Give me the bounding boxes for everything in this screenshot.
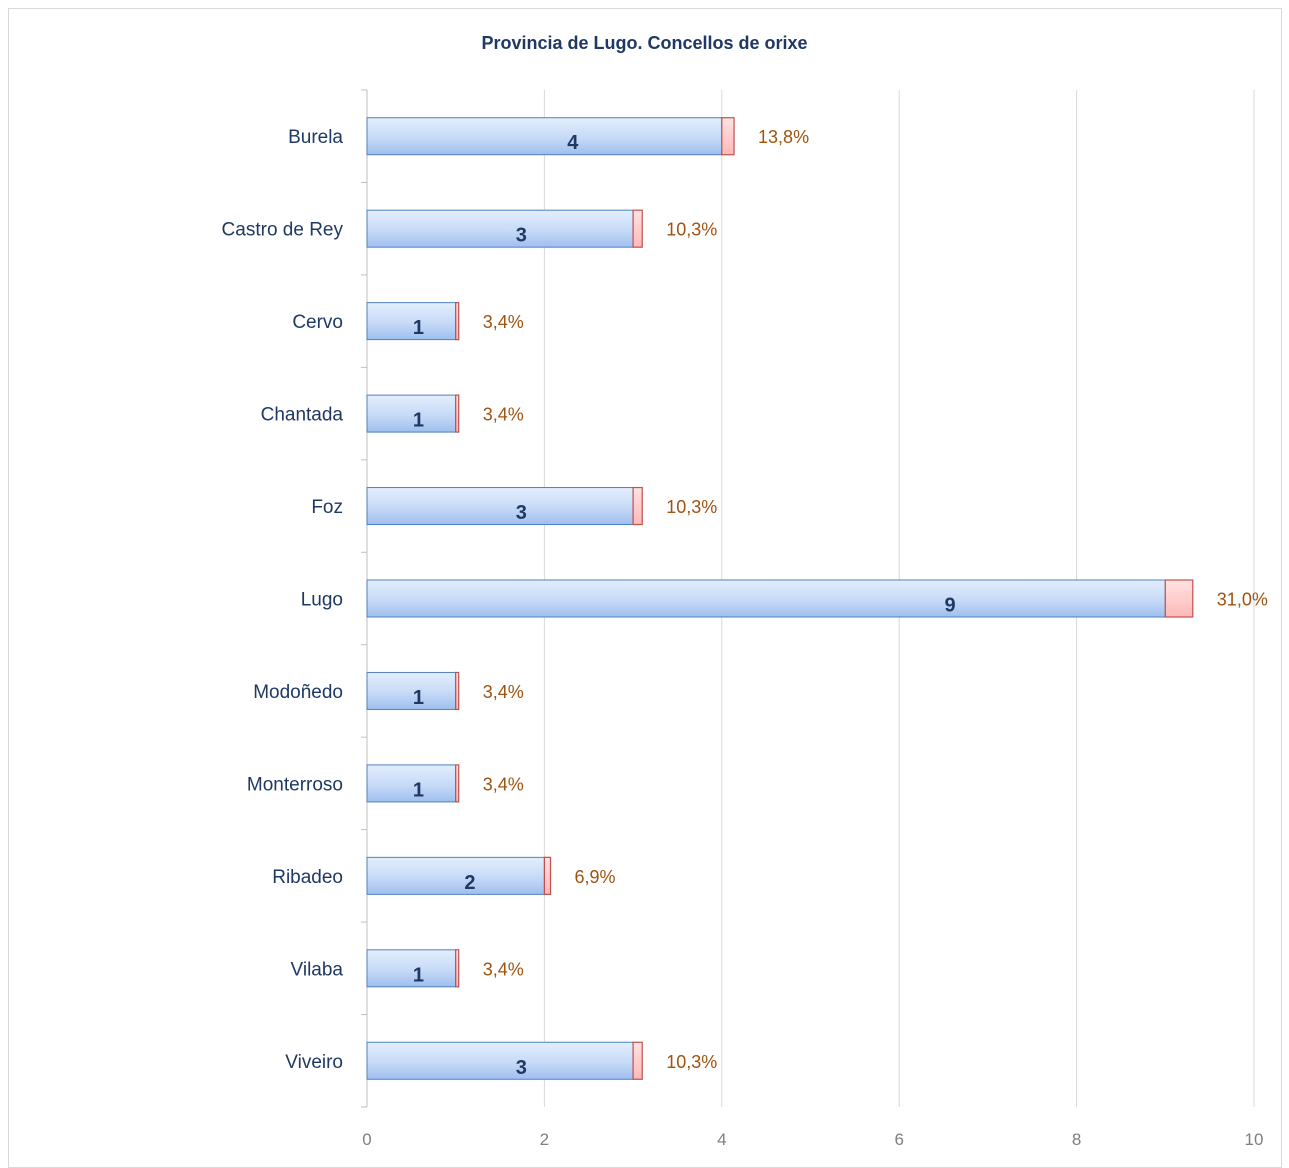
bar-count <box>366 209 634 248</box>
category-label: Castro de Rey <box>222 220 344 241</box>
bar-percent <box>543 856 552 895</box>
bar-percent <box>632 209 643 248</box>
percent-label: 31,0% <box>1217 590 1268 610</box>
chart-title: Provincia de Lugo. Concellos de orixe <box>481 33 808 53</box>
x-tick-label: 10 <box>1245 1130 1264 1149</box>
value-label: 3 <box>516 225 527 247</box>
percent-label: 3,4% <box>483 312 524 332</box>
category-label: Lugo <box>301 590 343 611</box>
x-tick-label: 8 <box>1072 1130 1081 1149</box>
value-label: 4 <box>567 132 579 154</box>
category-label: Foz <box>311 497 343 518</box>
bar-count <box>366 487 634 526</box>
x-tick-label: 4 <box>717 1130 726 1149</box>
bar-percent <box>455 302 460 341</box>
bar-percent <box>721 117 735 156</box>
value-label: 3 <box>516 1057 527 1079</box>
value-label: 2 <box>464 872 475 894</box>
value-label: 1 <box>413 964 424 986</box>
category-label: Cervo <box>292 312 343 333</box>
category-axis <box>361 89 368 1108</box>
bar-count <box>366 949 457 988</box>
bar-count <box>366 394 457 433</box>
bar-percent <box>632 486 643 526</box>
bar-count <box>366 856 545 895</box>
value-label: 3 <box>516 502 527 524</box>
bars <box>366 117 1194 1080</box>
category-label: Viveiro <box>285 1052 343 1073</box>
bar-percent <box>1164 579 1194 618</box>
percent-label: 10,3% <box>666 497 717 517</box>
bar-percent <box>455 949 460 988</box>
value-label: 1 <box>413 779 424 801</box>
value-label: 9 <box>944 595 955 617</box>
bar-percent <box>455 764 460 803</box>
percent-label: 10,3% <box>666 220 717 240</box>
bar-percent <box>455 671 460 711</box>
percent-label: 3,4% <box>483 774 524 794</box>
bar-percent <box>632 1041 643 1080</box>
category-label: Ribadeo <box>272 867 343 888</box>
bar-count <box>366 764 457 803</box>
category-label: Modoñedo <box>253 682 343 703</box>
percent-label: 13,8% <box>758 127 809 147</box>
bar-count <box>366 1041 634 1080</box>
percent-label: 3,4% <box>483 682 524 702</box>
percent-label: 6,9% <box>575 867 616 887</box>
bar-count <box>366 302 457 341</box>
percent-label: 3,4% <box>483 405 524 425</box>
x-tick-label: 6 <box>894 1130 903 1149</box>
percent-label: 10,3% <box>666 1052 717 1072</box>
value-label: 1 <box>413 687 424 709</box>
x-tick-label: 0 <box>362 1130 371 1149</box>
category-label: Vilaba <box>291 959 344 980</box>
bar-percent <box>455 394 460 433</box>
percent-label: 3,4% <box>483 959 524 979</box>
bar-count <box>366 117 723 156</box>
category-label: Monterroso <box>247 774 343 795</box>
value-label: 1 <box>413 317 424 339</box>
x-tick-label: 2 <box>540 1130 549 1149</box>
bar-count <box>366 579 1166 618</box>
category-label: Chantada <box>261 405 344 426</box>
labels: 0 2 4 6 8 10 Burela 4 13,8% Castro de Rey 3 10,3% Ce… <box>222 127 1268 1149</box>
category-label: Burela <box>288 127 343 148</box>
bar-count <box>366 671 457 710</box>
value-label: 1 <box>413 410 424 432</box>
